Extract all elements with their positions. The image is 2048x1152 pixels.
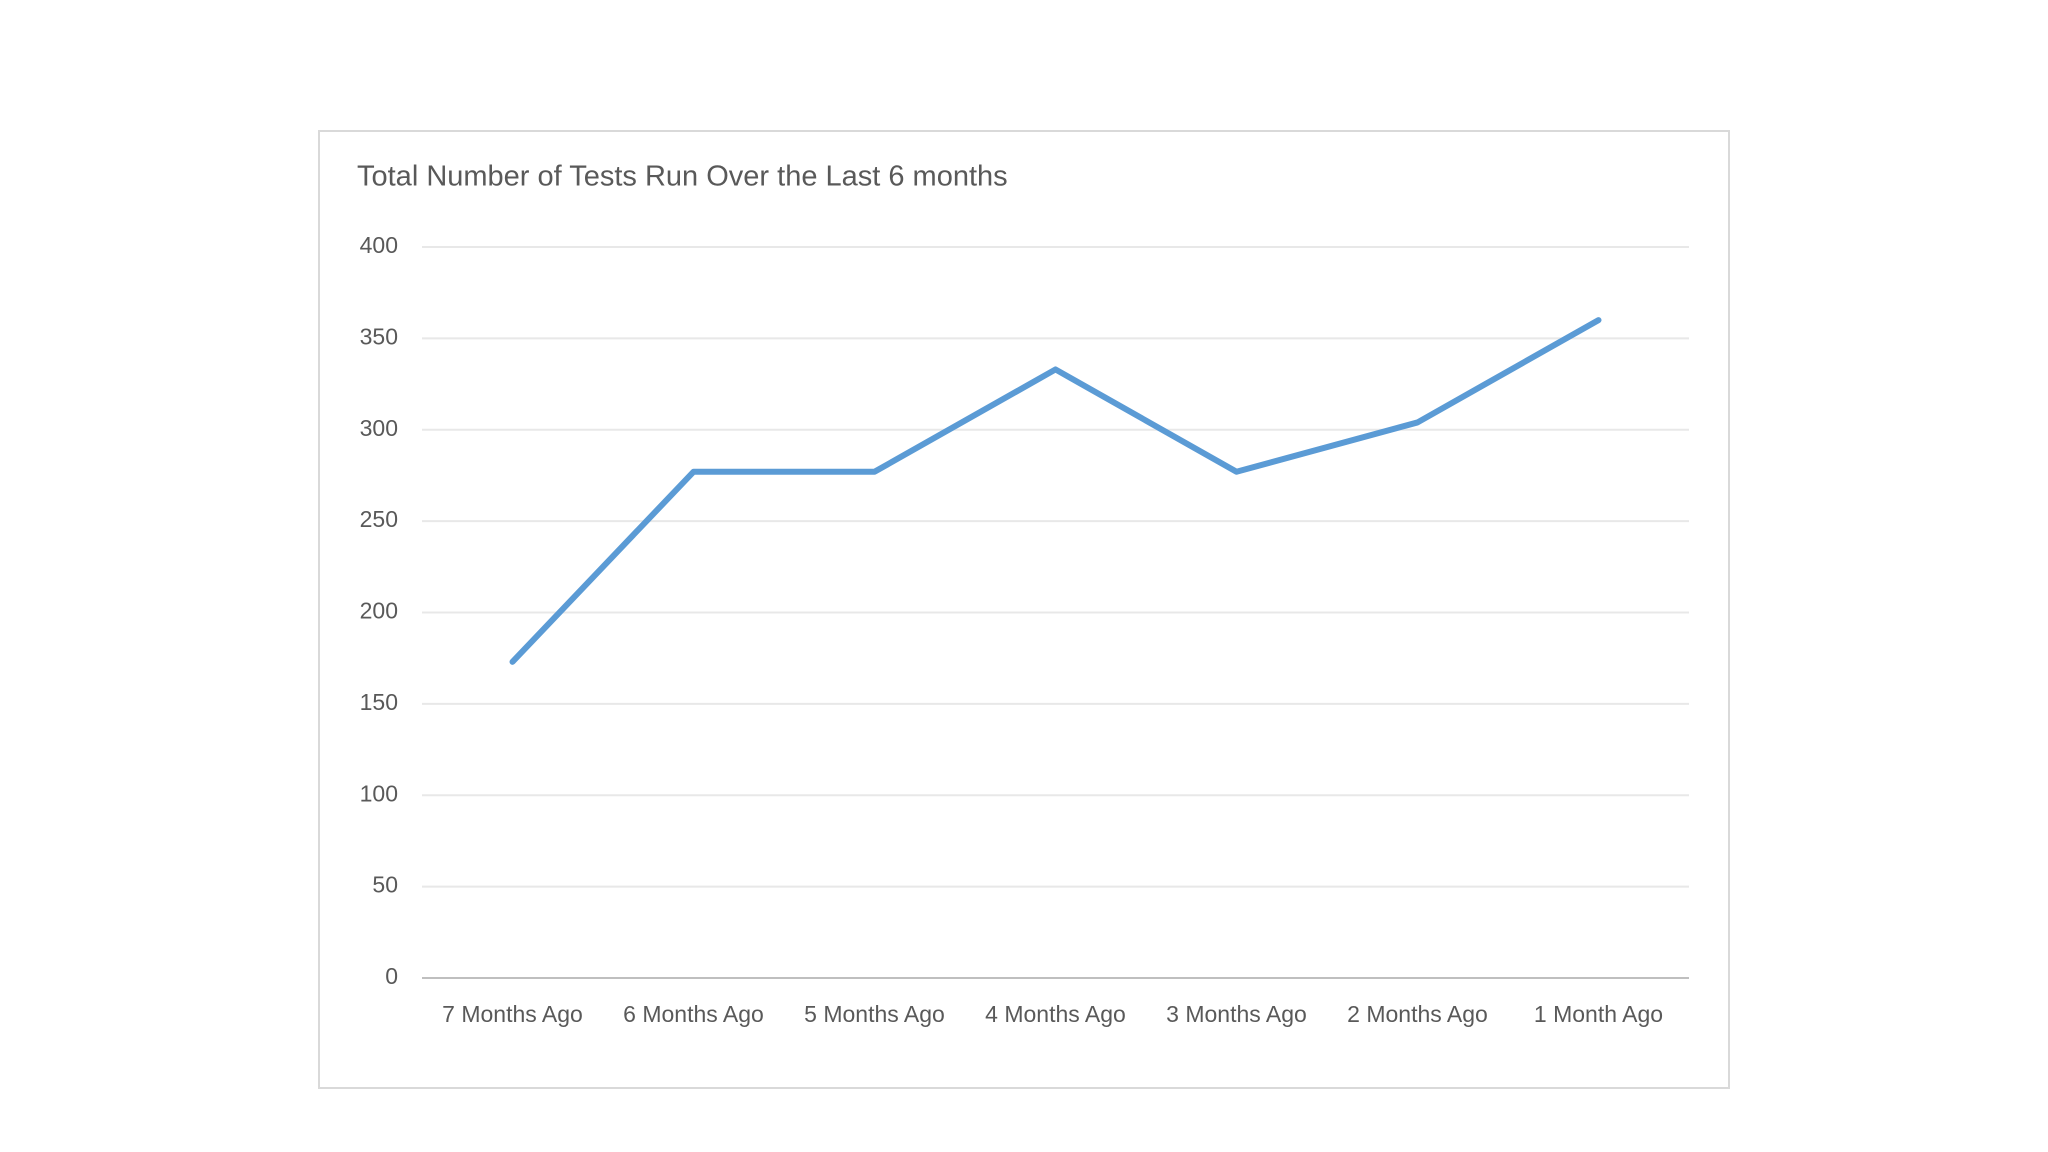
x-tick-label: 3 Months Ago [1166,1001,1307,1027]
x-tick-label: 7 Months Ago [442,1001,583,1027]
chart-title: Total Number of Tests Run Over the Last … [357,161,1008,193]
x-tick-label: 5 Months Ago [804,1001,945,1027]
x-tick-label: 2 Months Ago [1347,1001,1488,1027]
y-tick-label: 350 [360,323,398,349]
y-tick-label: 400 [360,232,398,258]
y-tick-label: 50 [372,872,398,898]
y-tick-label: 0 [385,963,398,989]
x-tick-label: 1 Month Ago [1534,1001,1663,1027]
y-tick-label: 150 [360,689,398,715]
y-tick-label: 300 [360,415,398,441]
y-tick-label: 100 [360,780,398,806]
chart-frame [318,130,1730,1089]
y-tick-label: 250 [360,506,398,532]
data-line [509,317,1602,665]
x-tick-label: 4 Months Ago [985,1001,1126,1027]
x-tick-label: 6 Months Ago [623,1001,764,1027]
y-tick-label: 200 [360,598,398,624]
